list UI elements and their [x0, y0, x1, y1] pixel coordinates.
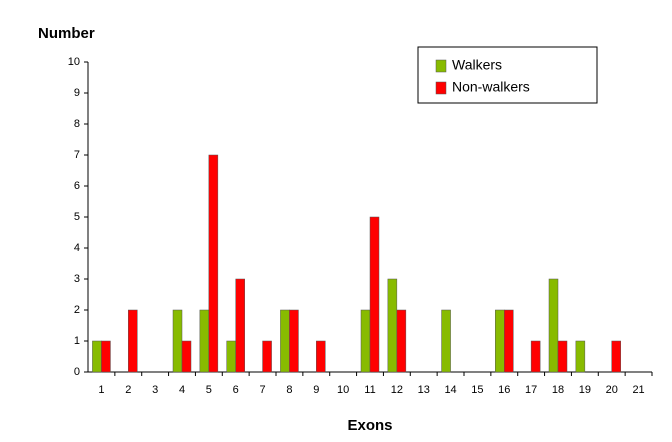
x-tick-label: 13	[418, 384, 430, 396]
x-tick-label: 8	[286, 384, 292, 396]
x-tick-label: 21	[632, 384, 644, 396]
bar	[199, 309, 210, 373]
bar	[316, 340, 326, 373]
legend-label: Non-walkers	[452, 79, 530, 95]
y-tick-label: 1	[74, 335, 80, 347]
bar	[387, 278, 398, 373]
bar	[280, 309, 290, 373]
x-tick-label: 16	[498, 384, 510, 396]
x-tick-label: 2	[125, 384, 131, 396]
x-tick-label: 14	[444, 384, 456, 396]
y-tick-label: 6	[74, 180, 80, 192]
legend-label: Walkers	[452, 57, 502, 73]
legend-box	[417, 46, 598, 104]
x-tick-label: 6	[233, 384, 239, 396]
y-tick-label: 8	[74, 118, 80, 130]
bar	[172, 309, 183, 373]
y-tick-label: 10	[68, 56, 80, 68]
bar	[226, 340, 236, 373]
x-tick-label: 4	[179, 384, 185, 396]
x-tick-label: 3	[152, 384, 158, 396]
bar	[504, 309, 514, 373]
bar	[360, 309, 371, 373]
y-tick-label: 2	[74, 304, 80, 316]
bar	[235, 278, 245, 373]
y-axis-label: Number	[38, 25, 95, 42]
x-tick-label: 12	[391, 384, 403, 396]
bar	[369, 216, 380, 373]
bar	[557, 340, 568, 373]
x-tick-label: 18	[552, 384, 564, 396]
legend-swatch	[435, 81, 447, 95]
x-tick-label: 15	[471, 384, 483, 396]
bar	[575, 340, 586, 373]
x-tick-label: 17	[525, 384, 537, 396]
bar	[262, 340, 272, 373]
x-tick-label: 1	[98, 384, 104, 396]
y-tick-label: 3	[74, 273, 80, 285]
bar	[289, 309, 299, 373]
x-tick-label: 19	[579, 384, 591, 396]
x-tick-label: 5	[206, 384, 212, 396]
bar	[181, 340, 192, 373]
legend-swatch	[435, 59, 447, 73]
x-tick-label: 10	[337, 384, 349, 396]
x-tick-label: 11	[364, 384, 375, 396]
bar	[530, 340, 541, 373]
bar	[208, 154, 219, 373]
y-tick-label: 9	[74, 87, 80, 99]
bar	[441, 309, 451, 373]
bar	[495, 309, 505, 373]
bar	[548, 278, 559, 373]
bar	[101, 340, 111, 373]
bar	[396, 309, 407, 373]
x-tick-label: 7	[260, 384, 266, 396]
y-tick-label: 5	[74, 211, 80, 223]
y-tick-label: 7	[74, 149, 80, 161]
bar	[128, 309, 138, 373]
bar	[611, 340, 621, 373]
bar	[92, 340, 102, 373]
y-tick-label: 0	[74, 366, 80, 378]
x-tick-label: 20	[606, 384, 618, 396]
y-tick-label: 4	[74, 242, 80, 254]
x-tick-label: 9	[313, 384, 319, 396]
x-axis-label: Exons	[347, 417, 392, 434]
